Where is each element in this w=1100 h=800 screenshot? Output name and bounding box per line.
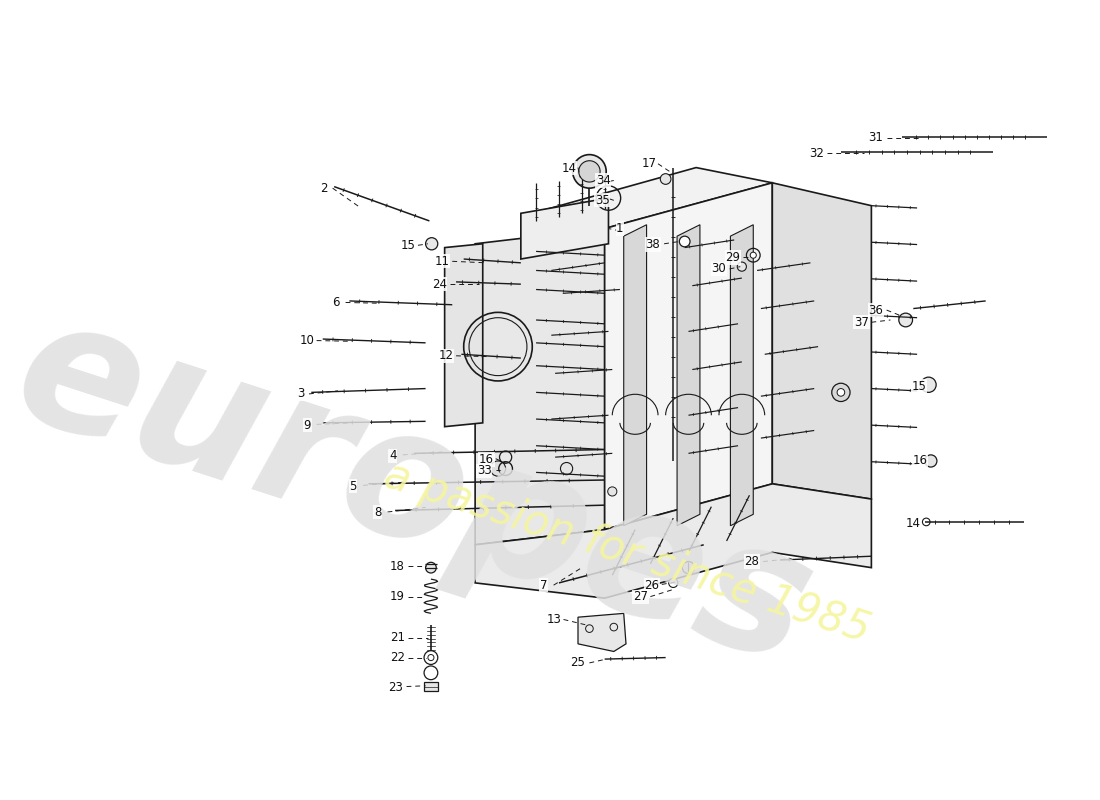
Circle shape: [426, 562, 437, 573]
Circle shape: [607, 487, 617, 496]
Text: 10: 10: [300, 334, 315, 347]
Text: 14: 14: [905, 517, 921, 530]
Text: 34: 34: [596, 174, 611, 187]
Text: 25: 25: [571, 657, 585, 670]
Text: 32: 32: [810, 147, 824, 160]
Text: 9: 9: [304, 418, 311, 432]
Text: 2: 2: [320, 182, 328, 194]
Text: 11: 11: [434, 255, 450, 268]
Text: 27: 27: [632, 590, 648, 603]
Polygon shape: [520, 198, 608, 259]
Circle shape: [426, 238, 438, 250]
Text: 17: 17: [641, 158, 657, 170]
Text: 14: 14: [561, 162, 576, 175]
Circle shape: [680, 236, 690, 247]
Text: 36: 36: [869, 303, 883, 317]
Circle shape: [579, 161, 601, 182]
Polygon shape: [772, 183, 871, 499]
Polygon shape: [475, 484, 871, 598]
Polygon shape: [624, 225, 647, 526]
Text: 21: 21: [389, 631, 405, 644]
Text: 3: 3: [297, 387, 305, 401]
Text: 28: 28: [745, 555, 759, 568]
Circle shape: [899, 313, 913, 327]
Text: 29: 29: [725, 251, 740, 264]
Text: a passion for since 1985: a passion for since 1985: [379, 454, 876, 651]
Text: 23: 23: [387, 681, 403, 694]
Text: 33: 33: [477, 464, 492, 478]
Circle shape: [561, 462, 573, 474]
Text: 7: 7: [540, 578, 548, 592]
Text: 8: 8: [374, 506, 382, 518]
Polygon shape: [730, 225, 754, 526]
Polygon shape: [578, 614, 626, 651]
Text: 37: 37: [854, 316, 869, 329]
Circle shape: [750, 252, 757, 258]
Text: 15: 15: [912, 380, 927, 393]
Text: 19: 19: [389, 590, 405, 603]
Text: 30: 30: [712, 262, 726, 275]
Text: 26: 26: [645, 578, 659, 592]
Circle shape: [682, 562, 694, 574]
Text: europes: europes: [0, 281, 833, 702]
Text: 1: 1: [616, 222, 624, 235]
Circle shape: [573, 154, 606, 188]
Polygon shape: [532, 167, 772, 229]
Text: 4: 4: [389, 449, 397, 462]
Text: 16: 16: [913, 454, 927, 467]
Text: 35: 35: [595, 194, 609, 207]
Circle shape: [428, 654, 435, 661]
Text: 5: 5: [350, 480, 356, 493]
Circle shape: [925, 455, 937, 467]
Text: 38: 38: [646, 238, 660, 251]
Text: 6: 6: [332, 296, 340, 309]
FancyBboxPatch shape: [425, 682, 438, 691]
Circle shape: [832, 383, 850, 402]
Polygon shape: [475, 229, 605, 545]
Circle shape: [491, 461, 506, 476]
Text: 13: 13: [547, 613, 562, 626]
Polygon shape: [605, 183, 772, 530]
Text: 12: 12: [439, 350, 453, 362]
Polygon shape: [678, 225, 700, 526]
Text: 22: 22: [389, 651, 405, 664]
Circle shape: [669, 578, 678, 587]
Polygon shape: [444, 244, 483, 426]
Text: 31: 31: [868, 131, 882, 144]
Circle shape: [923, 518, 931, 526]
Text: 18: 18: [390, 560, 405, 573]
Text: 16: 16: [478, 453, 494, 466]
Circle shape: [737, 262, 747, 271]
Text: 15: 15: [400, 239, 416, 252]
Circle shape: [921, 377, 936, 392]
Text: 24: 24: [432, 278, 447, 290]
Circle shape: [660, 174, 671, 184]
Circle shape: [837, 389, 845, 396]
